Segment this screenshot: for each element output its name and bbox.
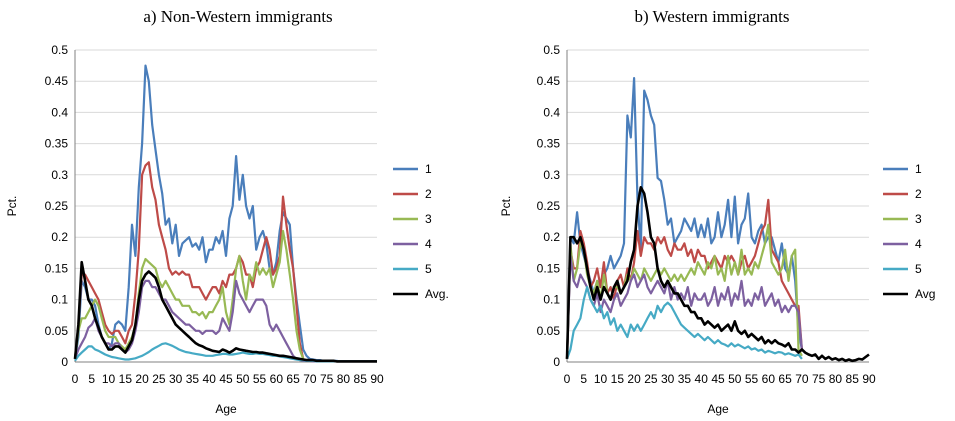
y-tick-label: 0.45	[537, 74, 561, 88]
x-tick-label: 40	[203, 372, 217, 386]
series-line-1	[73, 64, 377, 363]
x-tick-label: 90	[370, 372, 384, 386]
series-line-5	[565, 286, 803, 360]
x-tick-label: 30	[661, 372, 675, 386]
y-tick-label: 0	[61, 355, 68, 369]
x-tick-label: 70	[303, 372, 317, 386]
legend-label: 3	[425, 212, 432, 226]
y-tick-label: 0	[553, 355, 560, 369]
x-tick-label: 55	[253, 372, 267, 386]
legend-label: 5	[915, 262, 922, 276]
x-tick-label: 40	[695, 372, 709, 386]
y-tick-label: 0.3	[543, 168, 560, 182]
x-tick-label: 55	[745, 372, 759, 386]
x-tick-label: 5	[88, 372, 95, 386]
x-tick-label: 45	[219, 372, 233, 386]
legend-label: 3	[915, 212, 922, 226]
y-tick-label: 0.2	[51, 230, 68, 244]
x-tick-label: 75	[812, 372, 826, 386]
chart-title: b) Western immigrants	[634, 7, 789, 26]
x-tick-label: 10	[594, 372, 608, 386]
x-tick-label: 10	[102, 372, 116, 386]
x-tick-label: 0	[72, 372, 79, 386]
x-tick-label: 65	[286, 372, 300, 386]
x-tick-label: 35	[186, 372, 200, 386]
series-line-2	[73, 161, 377, 363]
y-axis-label: Pct.	[5, 196, 19, 217]
y-tick-label: 0.3	[51, 168, 68, 182]
x-tick-label: 70	[795, 372, 809, 386]
y-tick-label: 0.45	[45, 74, 69, 88]
y-tick-label: 0.35	[537, 137, 561, 151]
y-tick-label: 0.05	[45, 324, 69, 338]
x-tick-label: 90	[862, 372, 876, 386]
y-axis-label: Pct.	[499, 196, 513, 217]
series-line-3	[565, 223, 803, 359]
x-tick-label: 80	[829, 372, 843, 386]
x-tick-label: 20	[135, 372, 149, 386]
legend-label: 1	[915, 162, 922, 176]
y-tick-label: 0.05	[537, 324, 561, 338]
x-tick-label: 50	[236, 372, 250, 386]
y-tick-label: 0.4	[543, 105, 560, 119]
y-tick-label: 0.1	[543, 293, 560, 307]
y-tick-label: 0.15	[45, 261, 69, 275]
y-tick-label: 0.4	[51, 105, 68, 119]
legend-label: 5	[425, 262, 432, 276]
x-tick-label: 80	[337, 372, 351, 386]
series-line-avg	[565, 186, 870, 363]
chart-panel-1: a) Non-Western immigrants 0 0.05 0.1 0.15 0.2…	[5, 7, 449, 416]
y-tick-label: 0.2	[543, 230, 560, 244]
x-tick-label: 65	[778, 372, 792, 386]
x-tick-label: 20	[627, 372, 641, 386]
x-tick-label: 45	[711, 372, 725, 386]
legend-label: Avg	[915, 287, 935, 301]
y-tick-label: 0.25	[45, 199, 69, 213]
x-tick-label: 25	[152, 372, 166, 386]
x-tick-label: 75	[320, 372, 334, 386]
x-tick-label: 15	[611, 372, 625, 386]
y-tick-label: 0.25	[537, 199, 561, 213]
chart-title: a) Non-Western immigrants	[143, 7, 332, 26]
y-tick-label: 0.1	[51, 293, 68, 307]
x-tick-label: 35	[678, 372, 692, 386]
series-line-4	[565, 254, 803, 359]
y-tick-label: 0.5	[51, 43, 68, 57]
legend-label: Avg.	[425, 287, 449, 301]
x-tick-label: 60	[762, 372, 776, 386]
x-tick-label: 50	[728, 372, 742, 386]
chart-panel-2: b) Western immigrants 0 0.05 0.1 0.15 0.2 0.25…	[499, 7, 935, 416]
x-axis-label: Age	[215, 402, 237, 416]
x-axis-label: Age	[707, 402, 729, 416]
x-tick-label: 60	[270, 372, 284, 386]
y-tick-label: 0.35	[45, 137, 69, 151]
x-tick-label: 85	[846, 372, 860, 386]
x-tick-label: 85	[354, 372, 368, 386]
legend-label: 2	[915, 187, 922, 201]
x-tick-label: 25	[644, 372, 658, 386]
x-tick-label: 5	[580, 372, 587, 386]
legend-label: 2	[425, 187, 432, 201]
legend-label: 4	[425, 237, 432, 251]
legend-label: 1	[425, 162, 432, 176]
x-tick-label: 15	[119, 372, 133, 386]
legend-label: 4	[915, 237, 922, 251]
series-line-avg	[73, 260, 377, 363]
y-tick-label: 0.15	[537, 261, 561, 275]
x-tick-label: 30	[169, 372, 183, 386]
y-tick-label: 0.5	[543, 43, 560, 57]
x-tick-label: 0	[564, 372, 571, 386]
